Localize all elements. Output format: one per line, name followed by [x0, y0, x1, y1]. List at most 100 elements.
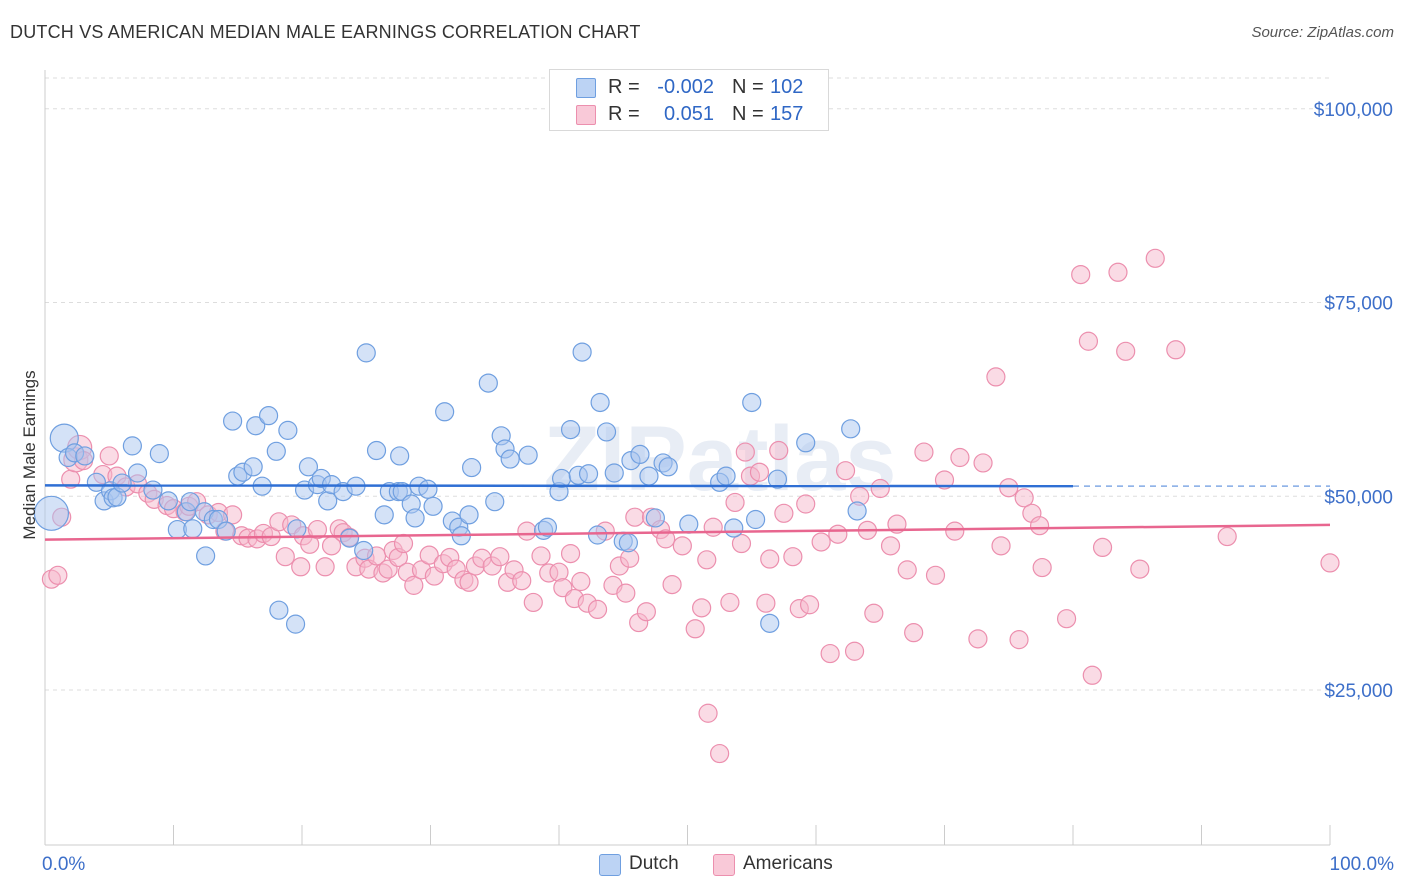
dutch-point — [356, 343, 376, 363]
dutch-point — [354, 540, 374, 561]
americans-point — [999, 478, 1019, 498]
americans-point — [523, 592, 543, 613]
dutch-point — [435, 402, 455, 422]
americans-point — [820, 643, 840, 664]
americans-point — [275, 547, 295, 567]
americans-point — [703, 517, 723, 537]
dutch-trend-line — [44, 484, 1074, 488]
americans-point — [1092, 537, 1113, 558]
americans-point — [914, 442, 934, 462]
americans-point — [870, 478, 890, 499]
americans-point — [560, 543, 581, 564]
y-tick-label: $75,000 — [1324, 294, 1393, 315]
dutch-point — [390, 446, 410, 466]
americans-point — [625, 507, 645, 527]
americans-point — [880, 536, 901, 556]
dutch-point — [459, 505, 479, 525]
dutch-point — [196, 546, 216, 566]
americans-point — [1116, 341, 1136, 361]
dutch-point — [760, 613, 780, 633]
dutch-point — [423, 496, 443, 516]
americans-point — [774, 503, 794, 523]
americans-point — [1166, 340, 1186, 360]
americans-point — [991, 536, 1011, 556]
americans-point — [291, 557, 311, 577]
americans-point — [697, 550, 717, 570]
americans-point — [685, 619, 705, 639]
dutch-point — [724, 518, 744, 538]
dutch-swatch — [576, 78, 596, 98]
dutch-point — [796, 433, 816, 453]
dutch-point — [572, 342, 592, 362]
americans-point — [731, 533, 752, 554]
americans-point — [587, 599, 608, 620]
americans-point — [950, 447, 970, 468]
americans-point — [1056, 609, 1077, 629]
dutch-point — [258, 406, 279, 426]
dutch-point — [604, 463, 624, 483]
dutch-point — [658, 457, 678, 477]
dutch-point — [841, 419, 861, 439]
dutch-point — [639, 466, 659, 486]
dutch-point — [266, 441, 286, 461]
americans-point — [973, 453, 993, 473]
dutch-point — [183, 519, 203, 539]
americans-point — [490, 547, 510, 567]
y-tick-label: $25,000 — [1324, 681, 1393, 702]
dutch-point — [590, 392, 610, 413]
americans-point — [1130, 559, 1150, 579]
chart-title: DUTCH VS AMERICAN MEDIAN MALE EARNINGS C… — [10, 22, 641, 42]
americans-point — [404, 575, 424, 595]
dutch-point — [847, 501, 867, 521]
dutch-point — [560, 420, 581, 440]
dutch-point — [216, 521, 236, 541]
americans-point — [662, 574, 682, 595]
axes — [44, 70, 1331, 846]
americans-point — [760, 549, 780, 569]
dutch-point — [518, 445, 538, 465]
americans-point — [1217, 526, 1237, 547]
dutch-point — [742, 392, 762, 413]
dutch-point — [374, 505, 394, 525]
americans-label: Americans — [743, 853, 833, 874]
dutch-point — [630, 444, 650, 464]
dutch-points — [33, 342, 867, 634]
americans-point — [698, 703, 718, 723]
dutch-point — [122, 436, 142, 456]
americans-point — [735, 442, 755, 462]
dutch-point — [86, 472, 107, 492]
americans-point — [986, 367, 1006, 387]
americans-point — [1032, 557, 1052, 578]
dutch-point — [537, 517, 558, 537]
dutch-point — [366, 440, 387, 461]
americans-point — [769, 440, 789, 461]
dutch-swatch — [599, 854, 621, 876]
dutch-point — [149, 444, 169, 464]
americans-point — [945, 521, 965, 541]
dutch-point — [618, 533, 638, 553]
dutch-point — [158, 491, 178, 511]
americans-point — [512, 571, 532, 591]
americans-point — [1029, 516, 1050, 536]
dutch-point — [578, 464, 599, 484]
dutch-point — [33, 495, 70, 531]
americans-point — [783, 547, 803, 567]
americans-point — [48, 565, 68, 585]
dutch-point — [285, 614, 306, 634]
dutch-point — [298, 457, 319, 477]
dutch-point — [278, 420, 298, 440]
dutch-point — [246, 416, 266, 436]
americans-point — [811, 532, 831, 552]
americans-point — [571, 571, 591, 592]
americans-point — [1014, 488, 1034, 508]
americans-point — [1108, 262, 1128, 282]
dutch-point — [112, 473, 132, 493]
n-value: 102 — [770, 76, 804, 98]
dutch-point — [180, 492, 200, 512]
y-tick-label: $100,000 — [1314, 100, 1393, 121]
americans-swatch — [576, 105, 596, 125]
correlation-legend: R = -0.002 N = 102 R = 0.051 N = 157 — [549, 69, 829, 131]
dutch-point — [223, 411, 243, 431]
americans-point — [799, 595, 820, 615]
